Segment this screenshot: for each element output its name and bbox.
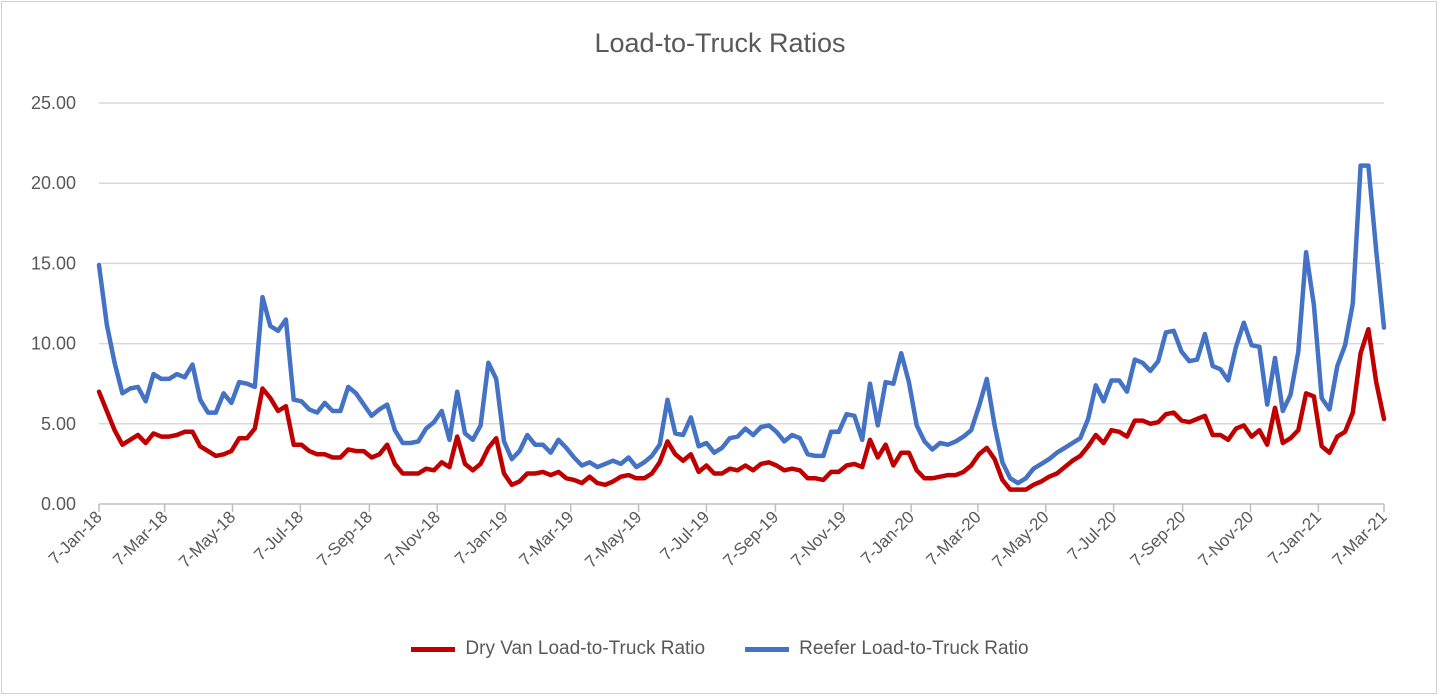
legend-label-reefer: Reefer Load-to-Truck Ratio (799, 638, 1029, 659)
x-tick-label: 7-May-18 (175, 507, 239, 571)
x-tick-label: 7-Jul-18 (250, 507, 307, 564)
y-tick-label: 10.00 (31, 334, 76, 354)
x-tick-label: 7-Nov-20 (1194, 507, 1257, 570)
x-tick-label: 7-Mar-19 (515, 507, 577, 569)
x-tick-label: 7-Nov-19 (787, 507, 850, 570)
x-tick-label: 7-Mar-18 (109, 507, 171, 569)
x-tick-label: 7-Mar-20 (923, 507, 985, 569)
y-tick-label: 20.00 (31, 173, 76, 193)
x-tick-label: 7-Nov-18 (381, 507, 444, 570)
legend: Dry Van Load-to-Truck Ratio Reefer Load-… (0, 638, 1440, 660)
legend-label-dry-van: Dry Van Load-to-Truck Ratio (465, 638, 706, 659)
y-tick-label: 5.00 (41, 414, 76, 434)
y-tick-label: 15.00 (31, 253, 76, 273)
x-tick-label: 7-Sep-20 (1127, 507, 1190, 570)
y-tick-label: 0.00 (41, 494, 76, 514)
x-tick-label: 7-Jan-20 (857, 507, 918, 568)
x-tick-label: 7-Jan-19 (451, 507, 512, 568)
chart-title: Load-to-Truck Ratios (594, 28, 846, 58)
x-tick-label: 7-May-20 (988, 507, 1052, 571)
y-tick-label: 25.00 (31, 93, 76, 113)
x-tick-label: 7-Sep-18 (313, 507, 376, 570)
x-tick-label: 7-Jan-21 (1264, 507, 1325, 568)
legend-item-dry-van: Dry Van Load-to-Truck Ratio (411, 638, 705, 660)
x-tick-label: 7-Jul-19 (656, 507, 713, 564)
x-tick-label: 7-Jul-20 (1064, 507, 1121, 564)
dry-van-series-line (96, 326, 1387, 492)
x-tick-label: 7-Jan-18 (45, 507, 106, 568)
legend-swatch-reefer (745, 646, 790, 652)
x-tick-label: 7-May-19 (581, 507, 645, 571)
legend-swatch-dry-van (411, 646, 456, 652)
x-tick-label: 7-Sep-19 (719, 507, 782, 570)
x-tick-label: 7-Mar-21 (1329, 507, 1391, 569)
reefer-series-line (96, 163, 1387, 486)
legend-item-reefer: Reefer Load-to-Truck Ratio (745, 638, 1029, 660)
